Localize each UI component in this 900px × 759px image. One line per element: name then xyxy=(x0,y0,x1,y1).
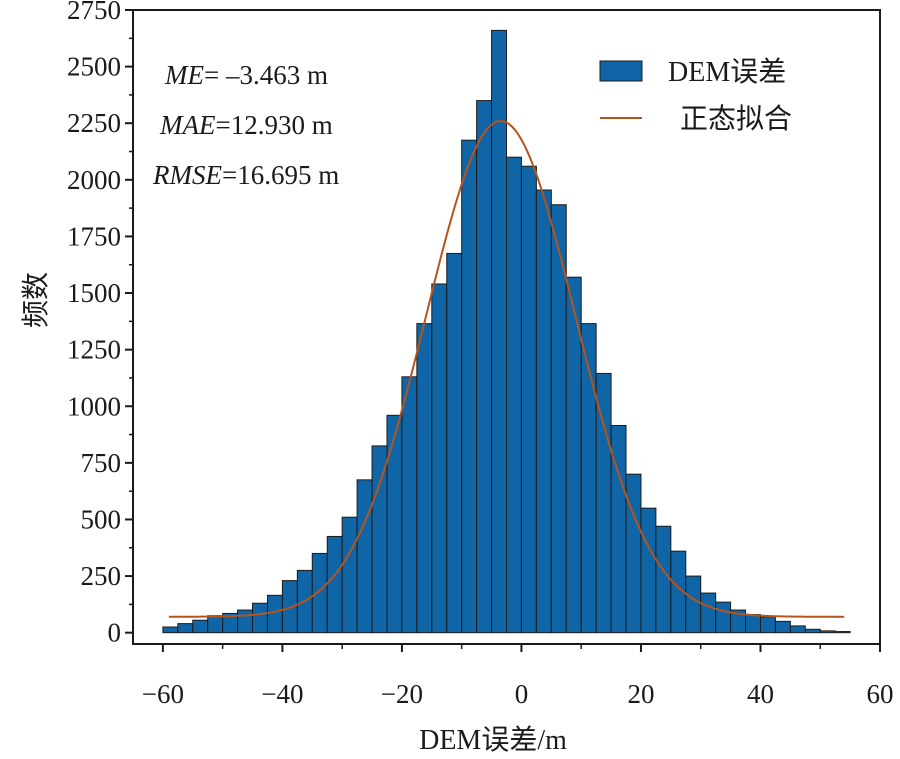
histogram-bar xyxy=(685,575,702,634)
histogram-bar xyxy=(506,156,522,634)
histogram-bar xyxy=(356,479,373,634)
histogram-bar xyxy=(520,165,537,634)
legend-label-fit: 正态拟合 xyxy=(680,103,792,135)
histogram-bar xyxy=(207,615,224,634)
x-tick-label: 60 xyxy=(867,679,894,709)
legend: DEM误差 正态拟合 xyxy=(599,56,792,135)
histogram-bar xyxy=(804,628,821,634)
histogram-bar xyxy=(700,592,717,634)
y-tick-label: 0 xyxy=(108,618,122,648)
histogram-bar xyxy=(177,623,194,634)
histogram-bar xyxy=(625,473,642,634)
legend-label-histogram: DEM误差 xyxy=(668,56,786,88)
histogram-bar xyxy=(789,625,806,634)
histogram-bar xyxy=(655,525,672,634)
histogram-bar xyxy=(461,139,478,634)
x-tick-label: −40 xyxy=(261,679,303,709)
histogram-bar xyxy=(326,535,343,634)
stat-me: ME= –3.463 m xyxy=(164,60,328,90)
histogram-bar xyxy=(237,609,254,634)
histogram-bar xyxy=(640,507,657,634)
y-axis-ticks: 0 250 500 750 1000 1250 1500 1750 2000 2250 2500 27… xyxy=(67,0,133,648)
histogram-bar xyxy=(715,601,732,634)
histogram-bar xyxy=(162,626,179,634)
x-axis-ticks: −60 −40 −20 0 20 40 60 xyxy=(142,644,894,709)
normal-fit-curve xyxy=(168,119,845,618)
histogram-bar xyxy=(386,414,403,634)
y-tick-label: 2500 xyxy=(67,52,121,82)
histogram-bar xyxy=(416,323,433,634)
histogram-bar xyxy=(401,376,418,634)
histogram-bar xyxy=(446,252,463,634)
histogram-bar xyxy=(774,620,791,634)
y-tick-label: 1250 xyxy=(67,335,121,365)
y-axis-title: 频数 xyxy=(20,272,52,328)
histogram-bars xyxy=(162,29,851,634)
histogram-bar xyxy=(192,619,209,634)
histogram-bar xyxy=(535,189,552,634)
plot-area-frame xyxy=(132,9,881,645)
stat-mae: MAE=12.930 m xyxy=(159,110,333,140)
y-tick-label: 1500 xyxy=(67,278,121,308)
y-tick-label: 500 xyxy=(81,504,122,534)
histogram-bar xyxy=(595,372,612,634)
histogram-bar xyxy=(311,552,328,634)
x-tick-label: 40 xyxy=(747,679,774,709)
y-tick-label: 2750 xyxy=(67,0,121,25)
y-tick-label: 1000 xyxy=(67,391,121,421)
y-tick-label: 750 xyxy=(81,448,122,478)
histogram-bar xyxy=(834,631,851,634)
histogram-bar xyxy=(341,516,358,634)
stats-annotations: ME= –3.463 m MAE=12.930 m RMSE=16.695 m xyxy=(152,60,339,190)
y-tick-label: 250 xyxy=(81,561,122,591)
y-tick-label: 2250 xyxy=(67,108,121,138)
histogram-bar xyxy=(745,614,761,634)
x-tick-label: 0 xyxy=(515,679,529,709)
histogram-bar xyxy=(476,100,493,634)
legend-swatch-histogram xyxy=(599,60,643,82)
histogram-bar xyxy=(266,594,283,634)
histogram-bar xyxy=(431,283,448,634)
histogram-bar xyxy=(252,602,268,634)
x-tick-label: −60 xyxy=(142,679,184,709)
x-tick-label: 20 xyxy=(627,679,654,709)
histogram-bar xyxy=(371,445,388,634)
x-tick-label: −20 xyxy=(381,679,423,709)
y-tick-label: 2000 xyxy=(67,165,121,195)
histogram-bar xyxy=(819,630,836,634)
stat-rmse: RMSE=16.695 m xyxy=(152,160,339,190)
histogram-bar xyxy=(759,616,776,634)
y-tick-label: 1750 xyxy=(67,221,121,251)
x-axis-title: DEM误差/m xyxy=(419,724,567,756)
